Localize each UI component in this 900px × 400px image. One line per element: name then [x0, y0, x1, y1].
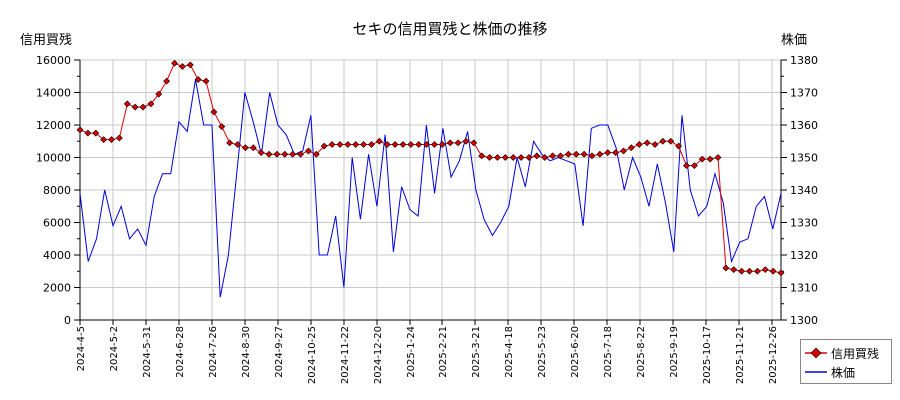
svg-text:1380: 1380	[790, 54, 818, 67]
svg-text:2025-10-17: 2025-10-17	[702, 326, 713, 384]
svg-text:2025-7-18: 2025-7-18	[603, 326, 614, 378]
svg-text:8000: 8000	[43, 184, 71, 197]
svg-text:1360: 1360	[790, 119, 818, 132]
svg-text:2025-4-18: 2025-4-18	[504, 326, 515, 378]
chart-title: セキの信用買残と株価の推移	[352, 20, 548, 38]
svg-text:2000: 2000	[43, 282, 71, 295]
red-diamond-line-icon	[805, 347, 827, 359]
svg-text:2025-5-23: 2025-5-23	[537, 326, 548, 378]
legend-item-margin-buy: 信用買残	[801, 343, 891, 361]
svg-text:2025-12-26: 2025-12-26	[768, 326, 779, 384]
right-axis-label: 株価	[781, 33, 808, 48]
svg-text:10000: 10000	[36, 152, 71, 165]
left-axis-label: 信用買残	[20, 33, 73, 48]
legend-item-stock-price: 株価	[801, 362, 891, 380]
svg-text:1350: 1350	[790, 152, 818, 165]
svg-text:2025-3-21: 2025-3-21	[471, 326, 482, 378]
svg-text:1340: 1340	[790, 184, 818, 197]
svg-text:14000: 14000	[36, 87, 71, 100]
svg-text:2025-11-21: 2025-11-21	[735, 326, 746, 384]
svg-text:2024-7-26: 2024-7-26	[208, 326, 219, 378]
svg-text:1300: 1300	[790, 314, 818, 327]
legend-label: 信用買残	[831, 347, 880, 361]
svg-text:2025-8-22: 2025-8-22	[636, 326, 647, 378]
svg-text:2024-8-30: 2024-8-30	[241, 326, 252, 378]
svg-text:2024-5-31: 2024-5-31	[142, 326, 153, 378]
svg-text:0: 0	[64, 314, 71, 327]
svg-text:2024-11-22: 2024-11-22	[340, 326, 351, 384]
svg-text:12000: 12000	[36, 119, 71, 132]
svg-text:2024-10-25: 2024-10-25	[307, 326, 318, 384]
svg-text:1370: 1370	[790, 87, 818, 100]
svg-text:2025-6-20: 2025-6-20	[570, 326, 581, 378]
svg-text:2024-9-27: 2024-9-27	[274, 326, 285, 378]
svg-text:1320: 1320	[790, 249, 818, 262]
svg-text:2024-5-2: 2024-5-2	[109, 326, 120, 371]
legend: 信用買残 株価	[800, 339, 892, 384]
svg-text:2025-2-21: 2025-2-21	[438, 326, 449, 378]
svg-text:6000: 6000	[43, 217, 71, 230]
svg-text:16000: 16000	[36, 54, 71, 67]
blue-line-icon	[805, 371, 827, 373]
svg-text:2024-12-20: 2024-12-20	[373, 326, 384, 384]
svg-text:2024-4-5: 2024-4-5	[76, 326, 87, 371]
legend-label: 株価	[831, 366, 856, 380]
svg-text:2025-1-24: 2025-1-24	[406, 326, 417, 378]
svg-text:2024-6-28: 2024-6-28	[175, 326, 186, 378]
svg-text:4000: 4000	[43, 249, 71, 262]
svg-text:1310: 1310	[790, 282, 818, 295]
svg-text:2025-9-19: 2025-9-19	[669, 326, 680, 378]
svg-text:1330: 1330	[790, 217, 818, 230]
